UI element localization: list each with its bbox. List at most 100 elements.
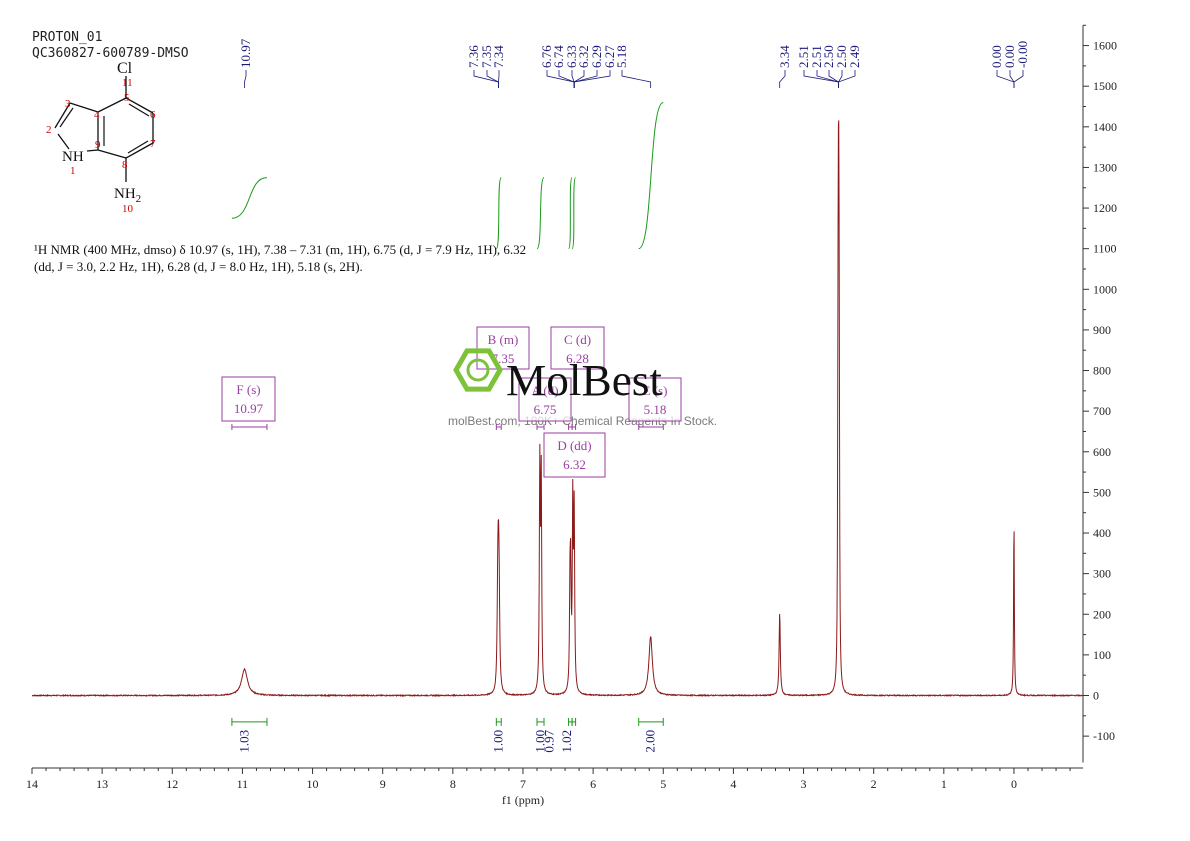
integral-curve	[568, 177, 573, 250]
peak-leader	[621, 70, 652, 88]
y-tick-label: 1600	[1093, 39, 1117, 53]
x-tick-label: 1	[941, 777, 947, 791]
atom-cl: Cl	[117, 60, 133, 77]
multiplet-shift: 6.28	[566, 351, 589, 366]
double-bond	[59, 107, 74, 128]
multiplet-shift: 5.18	[644, 402, 667, 417]
peak-label: 7.36	[466, 45, 481, 68]
x-tick-label: 13	[96, 777, 108, 791]
peak-labels: 10.97 7.367.357.34 6.766.746.336.326.296.2…	[238, 38, 1030, 88]
atom-nh2-sub: 2	[136, 193, 142, 205]
peak-leader	[573, 70, 611, 88]
x-axis-label: f1 (ppm)	[502, 793, 544, 807]
integral-value: 1.00	[533, 730, 548, 753]
peak-leader	[828, 70, 839, 88]
y-tick-label: 1500	[1093, 79, 1117, 93]
y-tick-label: 400	[1093, 526, 1111, 540]
peak-label: 2.50	[821, 45, 836, 68]
ring-bond	[54, 102, 71, 129]
double-bond	[127, 140, 149, 154]
nmr-description-line2: (dd, J = 3.0, 2.2 Hz, 1H), 6.28 (d, J = …	[34, 259, 363, 274]
ring-bond	[86, 149, 99, 152]
y-tick-label: 100	[1093, 648, 1111, 662]
peak-label: 6.32	[576, 45, 591, 68]
peak-label: 7.35	[479, 45, 494, 68]
integral-labels: 1.03 1.00 1.000.97 1.02 2.00	[231, 717, 664, 753]
peak-label: 2.51	[809, 45, 824, 68]
atom-number: 1	[70, 165, 76, 177]
experiment-name: PROTON_01	[32, 30, 103, 45]
ring-number: 9	[95, 139, 101, 151]
integral-curve	[231, 177, 268, 219]
x-tick-label: 7	[520, 777, 526, 791]
peak-leader	[486, 70, 499, 88]
multiplet-label: F (s)	[236, 382, 260, 397]
logo-hexagon-icon	[453, 348, 503, 392]
peak-label: -0.00	[1015, 41, 1030, 68]
sample-id: QC360827-600789-DMSO	[32, 46, 189, 61]
peak-label: 6.29	[589, 45, 604, 68]
multiplet-label: A (d)	[531, 383, 558, 398]
peak-label: 0.00	[989, 45, 1004, 68]
multiplet-box	[221, 376, 276, 422]
y-tick-label: 0	[1093, 689, 1099, 703]
ring-bond	[97, 97, 127, 113]
y-tick-label: 1200	[1093, 201, 1117, 215]
ring-bond	[69, 102, 99, 113]
multiplet-boxes: F (s)10.97B (m)7.35C (d)6.28A (d)6.75E (…	[221, 326, 682, 478]
integral-curve	[571, 177, 577, 250]
ring-number: 5	[124, 92, 130, 104]
double-bond	[128, 103, 150, 117]
multiplet-box	[628, 377, 682, 422]
y-tick-label: 300	[1093, 567, 1111, 581]
ring-number: 8	[122, 159, 128, 171]
y-tick-label: 900	[1093, 323, 1111, 337]
multiplet-label: B (m)	[488, 332, 519, 347]
x-tick-label: 10	[307, 777, 319, 791]
logo-ring-icon	[466, 358, 490, 382]
peak-leader	[473, 70, 499, 88]
atom-number: 10	[122, 203, 134, 215]
multiplet-box	[550, 326, 605, 370]
ring-bond	[97, 149, 127, 159]
multiplet-label: C (d)	[564, 332, 591, 347]
logo-wordmark: MolBest	[506, 356, 662, 405]
peak-leader	[1013, 70, 1024, 88]
peak-label: 10.97	[238, 38, 253, 68]
atom-number: 11	[122, 77, 133, 89]
spectrum-line	[31, 120, 1083, 698]
peak-leader	[546, 70, 575, 88]
multiplet-label: D (dd)	[557, 438, 591, 453]
peak-label: 3.34	[777, 45, 792, 68]
peak-leader	[573, 70, 585, 88]
nmr-description-line1: ¹H NMR (400 MHz, dmso) δ 10.97 (s, 1H), …	[34, 242, 527, 257]
peak-leader	[498, 70, 500, 88]
peak-leader	[838, 70, 856, 88]
integral-value: 2.00	[643, 730, 658, 753]
peak-label: 6.74	[551, 45, 566, 68]
y-tick-label: 1400	[1093, 120, 1117, 134]
peak-label: 6.76	[539, 45, 554, 68]
multiplet-box	[518, 377, 572, 422]
x-tick-label: 14	[26, 777, 38, 791]
multiplet-shift: 6.32	[563, 457, 586, 472]
peak-label: 2.50	[834, 45, 849, 68]
ring-number: 4	[94, 109, 100, 121]
x-tick-label: 8	[450, 777, 456, 791]
x-tick-label: 9	[380, 777, 386, 791]
integral-value: 1.03	[237, 730, 252, 753]
peak-leader	[1009, 70, 1015, 88]
x-tick-label: 0	[1011, 777, 1017, 791]
ring-number: 2	[46, 124, 52, 136]
ring-bond	[125, 142, 154, 159]
x-tick-label: 5	[660, 777, 666, 791]
peak-label: 2.51	[796, 45, 811, 68]
x-tick-label: 6	[590, 777, 596, 791]
multiplet-box	[543, 432, 606, 478]
integral-value: 1.02	[559, 730, 574, 753]
peak-label: 7.34	[491, 45, 506, 68]
y-tick-label: 600	[1093, 445, 1111, 459]
y-tick-label: 700	[1093, 404, 1111, 418]
peak-leader	[838, 70, 843, 88]
